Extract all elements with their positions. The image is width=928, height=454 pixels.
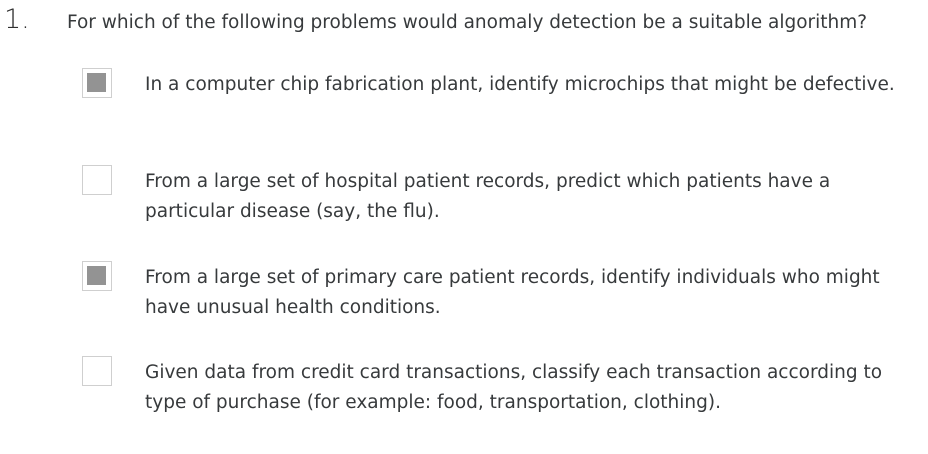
option-3-label[interactable]: From a large set of primary care patient… <box>145 267 880 318</box>
option-2-checkbox[interactable] <box>82 165 112 195</box>
question-text: For which of the following problems woul… <box>67 12 868 33</box>
option-2-label[interactable]: From a large set of hospital patient rec… <box>145 171 831 222</box>
option-4-checkbox[interactable] <box>82 356 112 386</box>
option-1-checkbox[interactable] <box>82 68 112 98</box>
option-4-label[interactable]: Given data from credit card transactions… <box>145 362 883 413</box>
option-3-checkbox[interactable] <box>82 261 112 291</box>
option-1-label[interactable]: In a computer chip fabrication plant, id… <box>145 74 895 95</box>
question-number: 1. <box>4 4 30 35</box>
